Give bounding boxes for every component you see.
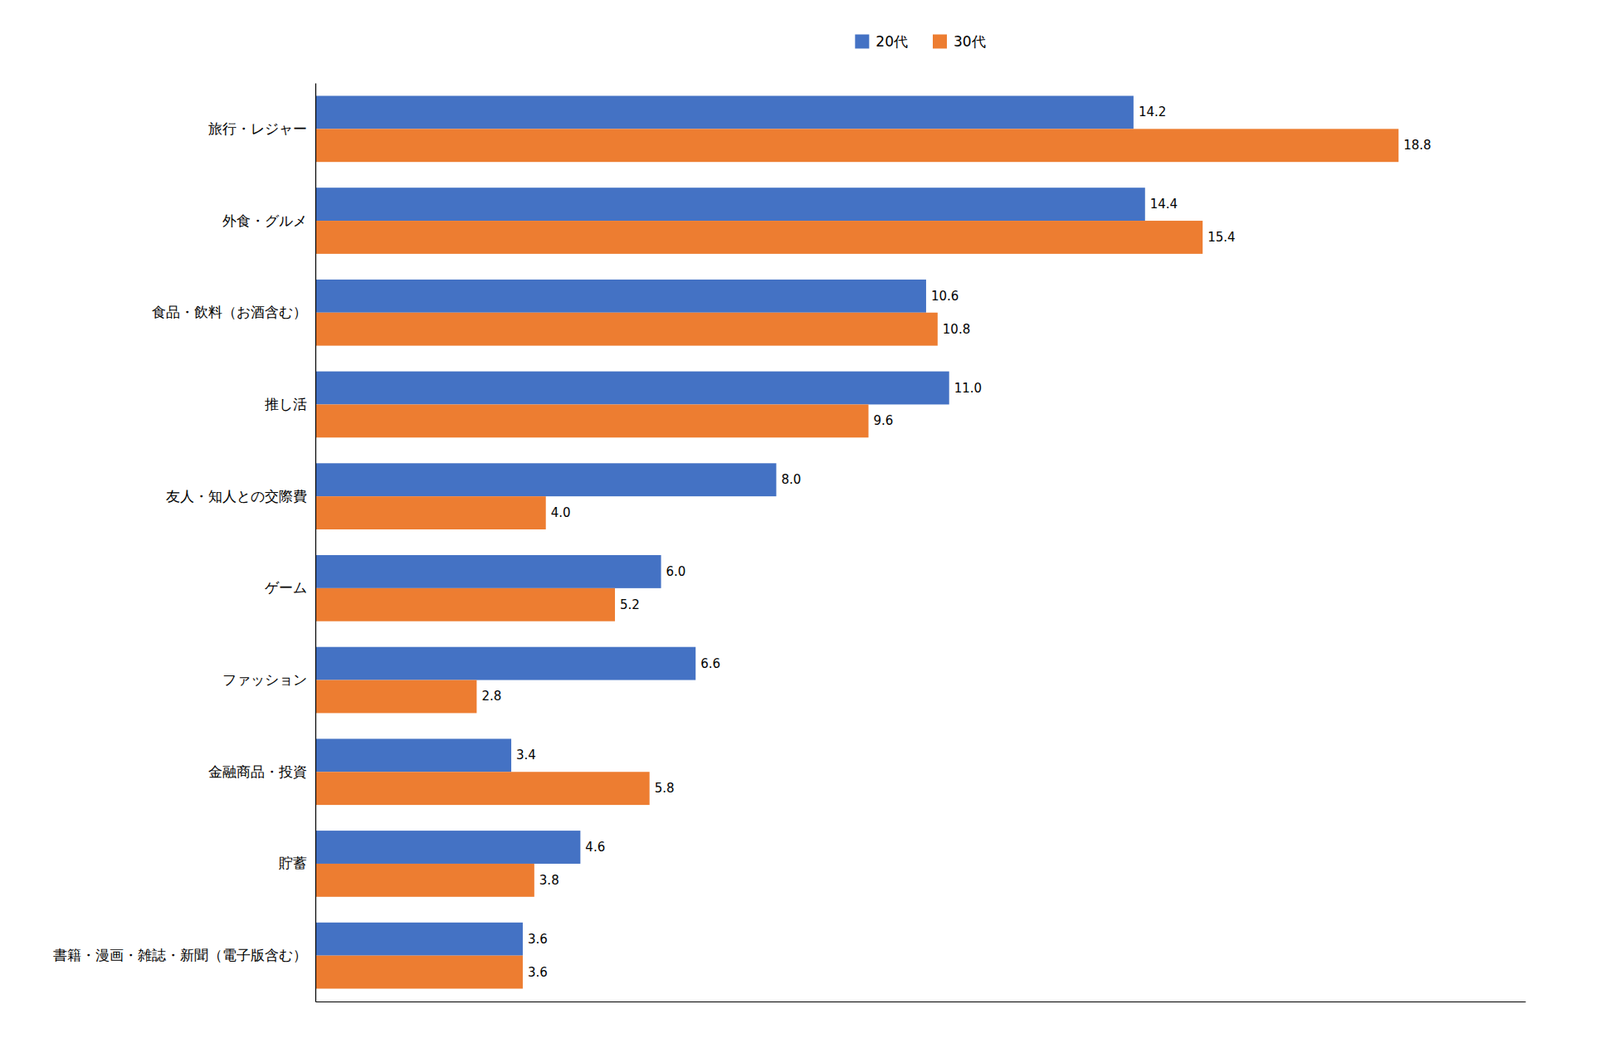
data-label: 4.0 bbox=[551, 505, 571, 521]
x-axis-line bbox=[316, 1001, 1527, 1003]
bar bbox=[315, 128, 1399, 162]
data-label: 10.8 bbox=[942, 321, 971, 337]
y-tick-label: 貯蓄 bbox=[278, 854, 308, 872]
bar bbox=[315, 187, 1146, 221]
bar bbox=[315, 279, 927, 313]
bar bbox=[315, 680, 477, 714]
legend: 20代 30代 bbox=[854, 33, 986, 50]
legend-swatch bbox=[932, 34, 947, 49]
y-tick: 旅行・レジャー bbox=[208, 120, 316, 137]
y-tick-label: 書籍・漫画・雑誌・新聞（電子版含む） bbox=[53, 946, 308, 964]
y-tick: 貯蓄 bbox=[278, 854, 316, 872]
legend-item: 30代 bbox=[932, 33, 986, 50]
y-tick-label: 金融商品・投資 bbox=[208, 763, 308, 781]
data-label: 8.0 bbox=[780, 472, 801, 488]
y-tick-label: 外食・グルメ bbox=[222, 211, 308, 229]
data-label: 10.6 bbox=[931, 288, 959, 304]
data-label: 6.6 bbox=[700, 656, 721, 672]
data-label: 9.6 bbox=[873, 413, 894, 429]
bars bbox=[315, 95, 1399, 989]
bar bbox=[315, 738, 512, 772]
data-label: 4.6 bbox=[585, 839, 605, 855]
y-tick-label: ゲーム bbox=[264, 579, 308, 596]
bar bbox=[315, 463, 776, 497]
y-tick: 外食・グルメ bbox=[222, 211, 316, 229]
x-axis bbox=[316, 1001, 1527, 1003]
data-label: 3.6 bbox=[527, 931, 548, 947]
bar bbox=[315, 956, 523, 990]
data-label: 5.8 bbox=[654, 780, 675, 796]
bar bbox=[315, 95, 1134, 129]
data-label: 18.8 bbox=[1403, 137, 1431, 153]
y-axis: 旅行・レジャー外食・グルメ食品・飲料（お酒含む） 推し活友人・知人との交際費ゲーム… bbox=[53, 83, 317, 1003]
plot: 14.2 14.4 10.6 11.0 8.0 6.0 6.6 3.4 4.6 3.6 18.8 15… bbox=[53, 83, 1527, 1003]
data-label: 11.0 bbox=[954, 380, 982, 396]
y-tick: 食品・飲料（お酒含む） bbox=[151, 303, 316, 321]
bar bbox=[315, 555, 662, 589]
y-tick-label: 旅行・レジャー bbox=[208, 120, 308, 137]
y-tick: 推し活 bbox=[264, 395, 316, 413]
bar bbox=[315, 371, 950, 405]
legend-label: 30代 bbox=[953, 33, 986, 50]
data-label: 2.8 bbox=[481, 688, 502, 704]
data-label: 5.2 bbox=[619, 597, 640, 613]
y-tick: ゲーム bbox=[264, 579, 316, 596]
data-label: 3.4 bbox=[516, 747, 537, 763]
bar bbox=[315, 863, 535, 898]
y-axis-line bbox=[315, 83, 317, 1003]
y-tick: 金融商品・投資 bbox=[208, 763, 316, 781]
legend-item: 20代 bbox=[854, 33, 908, 50]
data-label: 15.4 bbox=[1207, 229, 1235, 245]
data-label: 3.6 bbox=[527, 965, 548, 981]
legend-label: 20代 bbox=[875, 33, 908, 50]
chart: 14.2 14.4 10.6 11.0 8.0 6.0 6.6 3.4 4.6 3.6 18.8 15… bbox=[0, 0, 1600, 1043]
bar bbox=[315, 588, 615, 622]
y-tick-label: ファッション bbox=[222, 671, 308, 688]
bar bbox=[315, 771, 650, 805]
bar bbox=[315, 647, 696, 681]
y-tick-label: 推し活 bbox=[264, 395, 308, 413]
y-tick: 友人・知人との交際費 bbox=[165, 487, 316, 505]
y-tick: 書籍・漫画・雑誌・新聞（電子版含む） bbox=[53, 946, 316, 964]
data-label: 14.2 bbox=[1138, 104, 1166, 120]
y-tick-label: 友人・知人との交際費 bbox=[165, 487, 308, 505]
y-tick-label: 食品・飲料（お酒含む） bbox=[151, 303, 308, 321]
bar bbox=[315, 496, 547, 530]
bar bbox=[315, 830, 581, 864]
data-label: 3.8 bbox=[539, 873, 560, 888]
bar bbox=[315, 312, 938, 347]
legend-swatch bbox=[854, 34, 869, 49]
data-labels: 14.2 14.4 10.6 11.0 8.0 6.0 6.6 3.4 4.6 3.6 18.8 15… bbox=[481, 104, 1431, 980]
bar bbox=[315, 220, 1203, 254]
y-tick: ファッション bbox=[222, 671, 316, 688]
data-label: 14.4 bbox=[1150, 196, 1178, 212]
data-label: 6.0 bbox=[666, 564, 687, 580]
bar bbox=[315, 404, 869, 438]
bar bbox=[315, 922, 523, 957]
